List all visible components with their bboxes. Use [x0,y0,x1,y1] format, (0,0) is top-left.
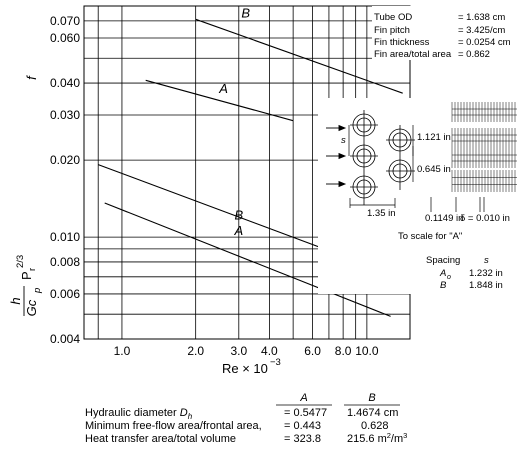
table-col-header-b: B [368,392,375,404]
x-tick-label: 2.0 [187,344,204,358]
table-cell-a: = 323.8 [284,433,321,445]
spec-row-label: Fin pitch [374,25,410,36]
x-tick-label: 10.0 [355,344,379,358]
diagram-background [318,98,524,294]
y-tick-label: 0.060 [50,31,80,45]
spacing-s-label: s [341,135,346,146]
dim-label-135: 1.35 in [367,208,396,219]
series-label-j-B: B [234,208,243,223]
f-axis-label: f [24,75,39,80]
dim-label-0645: 0.645 in [417,164,451,175]
dimension-lines [348,125,485,212]
y-tick-label: 0.040 [50,76,80,90]
table-cell-b: 215.6 m2/m3 [347,431,407,445]
tick-labels: 1.0 2.0 3.0 4.0 6.0 8.0 10.0 0.004 0.006 0.008 0.0… [50,14,379,358]
spec-row-value: = 0.0254 cm [458,37,511,48]
series-label-f-A: A [218,81,228,96]
dim-label-1121: 1.121 in [417,132,451,143]
spacing-header: Spacing [426,255,460,266]
properties-table: A B Hydraulic diameter Dh = 0.5477 1.467… [85,392,407,445]
j-label-pr: P [19,271,34,280]
scale-note: To scale for "A" [398,231,462,242]
x-tick-label: 1.0 [114,344,131,358]
fin-side-view [451,102,517,192]
series-label-j-A: A [233,223,243,238]
spacing-header-s: s [484,255,489,266]
y-tick-label: 0.070 [50,14,80,28]
x-axis-label: Re × 10 [222,361,268,376]
table-row-label: Minimum free-flow area/frontal area, [85,420,262,432]
table-cell-a: = 0.443 [284,420,321,432]
y-tick-label: 0.008 [50,255,80,269]
j-axis-label: h Gc p P r 2/3 [8,255,43,317]
series-line-f-A [145,79,294,122]
y-tick-label: 0.010 [50,230,80,244]
table-col-header-a: A [299,392,307,404]
flow-arrows [326,124,347,188]
spacing-key-a: A [439,268,446,279]
y-tick-label: 0.004 [50,332,80,346]
series-label-f-B: B [241,6,250,21]
spec-row-value: = 0.862 [458,49,490,60]
dim-label-delta: δ = 0.010 in [460,213,510,224]
spacing-table: Spacing s A o 1.232 in B 1.848 in [426,255,503,291]
y-tick-label: 0.030 [50,108,80,122]
j-label-pr-sub: r [27,268,38,271]
spec-row-label: Tube OD [374,12,412,23]
spec-row-value: = 1.638 cm [458,12,505,23]
table-cell-a: = 0.5477 [284,407,327,419]
y-tick-label: 0.006 [50,287,80,301]
table-cell-b: 1.4674 cm [347,407,398,419]
table-row-label: Hydraulic diameter Dh [85,407,193,421]
x-tick-label: 3.0 [230,344,247,358]
spacing-value-b: 1.848 in [469,280,503,291]
y-tick-label: 0.020 [50,153,80,167]
spec-box-frame [372,6,522,60]
spec-row-label: Fin thickness [374,37,430,48]
j-label-pr-exp: 2/3 [15,255,26,268]
dim-label-01149: 0.1149 in [425,213,463,224]
series-line-j-A [104,202,391,317]
x-axis-label-exponent: −3 [270,357,281,368]
table-row-label: Heat transfer area/total volume [85,433,236,445]
spec-row-value: = 3.425/cm [458,25,505,36]
x-tick-label: 4.0 [261,344,278,358]
table-cell-b: 0.628 [361,420,389,432]
j-label-denominator-sub: p [32,288,43,294]
spec-row-label: Fin area/total area [374,49,452,60]
spacing-key-a-sub: o [447,274,451,281]
spacing-value-a: 1.232 in [469,268,503,279]
j-label-numerator: h [8,297,23,304]
tube-bank-cross-section [350,110,415,205]
x-tick-label: 6.0 [304,344,321,358]
j-label-denominator: Gc [24,299,39,316]
spec-box: Tube OD = 1.638 cm Fin pitch = 3.425/cm … [372,6,522,60]
tube-geometry-diagram: s 1.121 in 0.645 in 1.35 in 0.1149 in δ … [318,98,524,294]
x-tick-label: 8.0 [335,344,352,358]
spacing-key-b: B [440,280,447,291]
series-line-f-B [195,18,403,94]
